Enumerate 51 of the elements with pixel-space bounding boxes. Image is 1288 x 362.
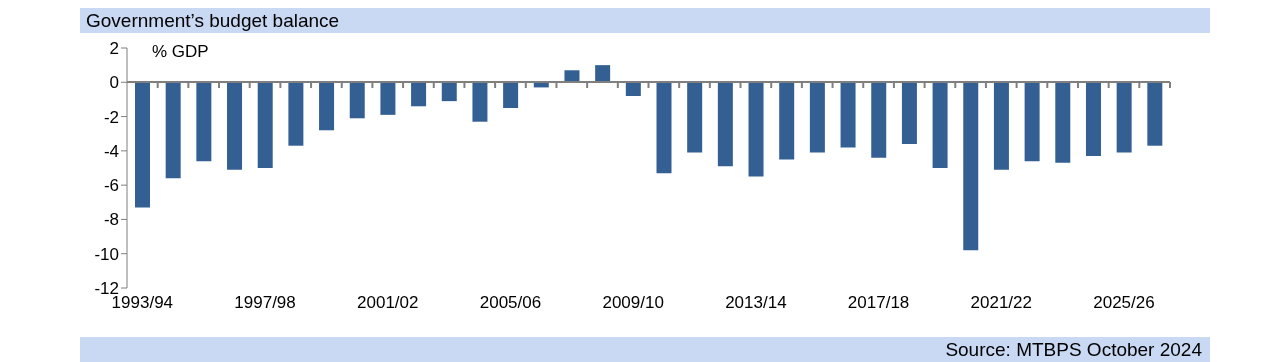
bar xyxy=(779,82,795,160)
bar xyxy=(1147,82,1163,146)
bar xyxy=(257,82,273,168)
y-tick-label: -2 xyxy=(103,107,119,127)
bar xyxy=(288,82,304,146)
bar xyxy=(595,65,611,83)
bar xyxy=(441,82,457,102)
bar xyxy=(319,82,335,131)
bar xyxy=(687,82,703,153)
x-tick-label: 2013/14 xyxy=(725,293,787,313)
bar xyxy=(901,82,917,144)
bar xyxy=(871,82,887,158)
x-tick-label: 2005/06 xyxy=(479,293,542,313)
y-tick-label: -4 xyxy=(103,141,119,161)
y-tick-label: -6 xyxy=(103,176,119,196)
y-tick-label: 0 xyxy=(109,73,119,93)
x-tick-label: 2001/02 xyxy=(357,293,419,313)
x-tick-label: 2021/22 xyxy=(970,293,1033,313)
bar xyxy=(717,82,733,167)
chart-title: Government’s budget balance xyxy=(80,8,1210,33)
bar xyxy=(503,82,519,108)
bar xyxy=(165,82,181,179)
bar xyxy=(1024,82,1040,162)
source-note: Source: MTBPS October 2024 xyxy=(945,339,1202,360)
bar xyxy=(472,82,488,122)
y-tick-label: 2 xyxy=(109,39,119,59)
x-tick-label: 1997/98 xyxy=(234,293,296,313)
bar xyxy=(993,82,1009,170)
bar xyxy=(1116,82,1132,153)
bar xyxy=(411,82,427,107)
bar xyxy=(349,82,365,119)
y-tick-label: -8 xyxy=(103,210,119,230)
bar xyxy=(1055,82,1071,163)
bar xyxy=(1085,82,1101,156)
bar xyxy=(932,82,948,168)
y-tick-label: -10 xyxy=(94,244,119,264)
x-tick-label: 2025/26 xyxy=(1093,293,1155,313)
bar xyxy=(227,82,243,170)
x-tick-label: 2009/10 xyxy=(602,293,664,313)
bar xyxy=(840,82,856,148)
bar xyxy=(809,82,825,153)
bar xyxy=(380,82,396,115)
bar xyxy=(963,82,979,251)
y-axis-title: % GDP xyxy=(152,42,209,62)
bar xyxy=(748,82,764,177)
x-tick-label: 2017/18 xyxy=(847,293,910,313)
bar xyxy=(135,82,150,208)
bar xyxy=(625,82,641,96)
bar xyxy=(196,82,212,162)
bar xyxy=(564,70,580,83)
bar xyxy=(656,82,672,174)
